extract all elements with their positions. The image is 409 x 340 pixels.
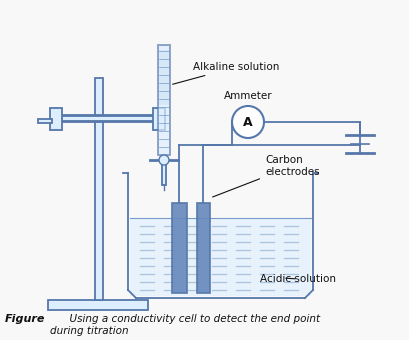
Text: Carbon
electrodes: Carbon electrodes <box>213 155 319 197</box>
Bar <box>158 45 170 155</box>
Bar <box>95 78 103 300</box>
Text: Using a conductivity cell to detect the end point
during titration: Using a conductivity cell to detect the … <box>50 314 320 336</box>
Bar <box>38 119 52 123</box>
Bar <box>130 218 311 296</box>
Bar <box>55 115 165 122</box>
Bar <box>162 159 166 185</box>
Bar <box>172 203 187 293</box>
Bar <box>48 300 148 310</box>
Text: Alkaline solution: Alkaline solution <box>173 62 279 84</box>
Text: Acidic solution: Acidic solution <box>260 274 336 284</box>
Text: A: A <box>243 116 253 129</box>
Bar <box>159 50 169 105</box>
Text: Figure: Figure <box>5 314 45 324</box>
Circle shape <box>159 155 169 165</box>
Text: Ammeter: Ammeter <box>224 91 272 101</box>
Bar <box>153 108 165 130</box>
Bar <box>62 116 157 121</box>
Bar <box>50 108 62 130</box>
Circle shape <box>232 106 264 138</box>
Bar <box>197 203 210 293</box>
